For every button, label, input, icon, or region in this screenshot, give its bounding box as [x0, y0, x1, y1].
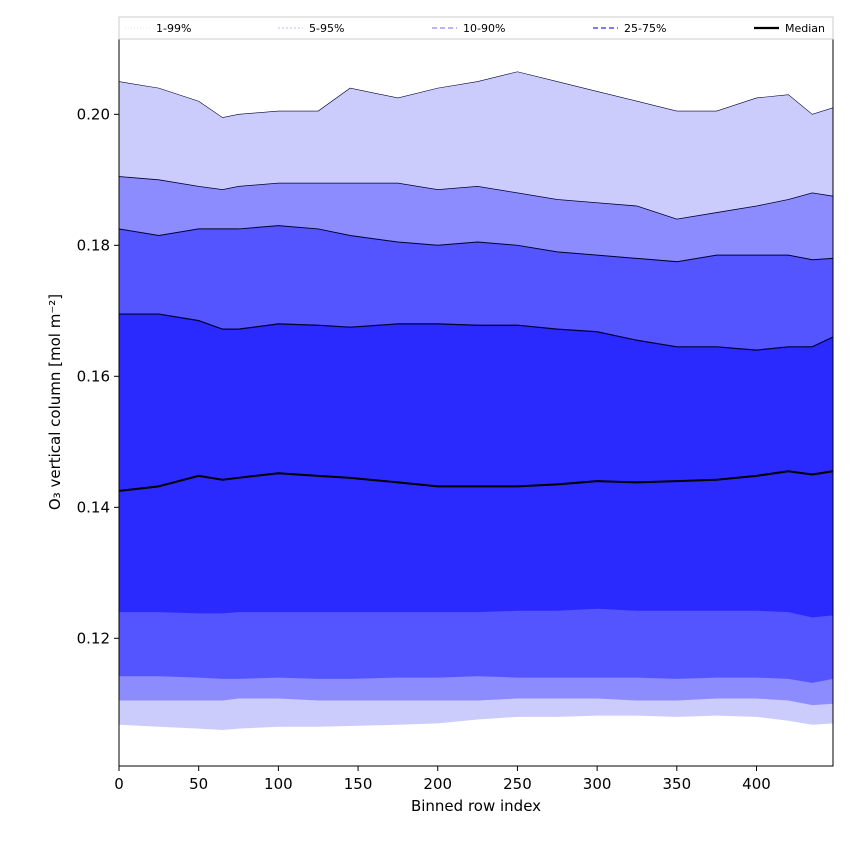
x-tick-label: 300: [583, 775, 612, 793]
y-tick-label: 0.18: [77, 236, 110, 254]
legend-label-median: Median: [785, 22, 825, 35]
legend: 1-99% 5-95% 10-90% 25-75% Median: [118, 16, 834, 40]
band-25-75-upper-edge: [119, 313, 833, 351]
x-tick-label: 100: [264, 775, 293, 793]
band-edge-lines: [119, 71, 833, 351]
x-tick-label: 0: [114, 775, 124, 793]
y-axis-label: O₃ vertical column [mol m⁻²]: [46, 294, 64, 510]
band-5-95-upper-edge: [119, 176, 833, 220]
y-tick-label: 0.14: [77, 498, 110, 516]
x-tick-label: 200: [423, 775, 452, 793]
x-tick-label: 400: [742, 775, 771, 793]
legend-label-5-95: 5-95%: [309, 22, 344, 35]
legend-box: [118, 16, 834, 40]
median-line: [118, 470, 834, 492]
legend-label-1-99: 1-99%: [156, 22, 191, 35]
x-axis-label: Binned row index: [411, 797, 541, 815]
x-tick-label: 50: [189, 775, 208, 793]
x-tick-label: 250: [503, 775, 532, 793]
band-10-90-upper-edge: [119, 225, 833, 263]
legend-label-25-75: 25-75%: [624, 22, 666, 35]
y-tick-label: 0.16: [77, 367, 110, 385]
y-tick-label: 0.12: [77, 629, 110, 647]
x-tick-label: 150: [344, 775, 373, 793]
band-1-99-upper-edge: [119, 71, 833, 118]
y-axis-ticks: 0.12 0.14 0.16 0.18 0.20: [77, 105, 119, 647]
band-25-75: [119, 314, 833, 618]
y-tick-label: 0.20: [77, 105, 110, 123]
median-line-group: [118, 470, 834, 492]
x-axis-ticks: 0 50 100 150 200 250 300 350 400: [114, 766, 771, 793]
percentile-bands: [119, 71, 833, 730]
x-tick-label: 350: [662, 775, 691, 793]
legend-label-10-90: 10-90%: [463, 22, 505, 35]
